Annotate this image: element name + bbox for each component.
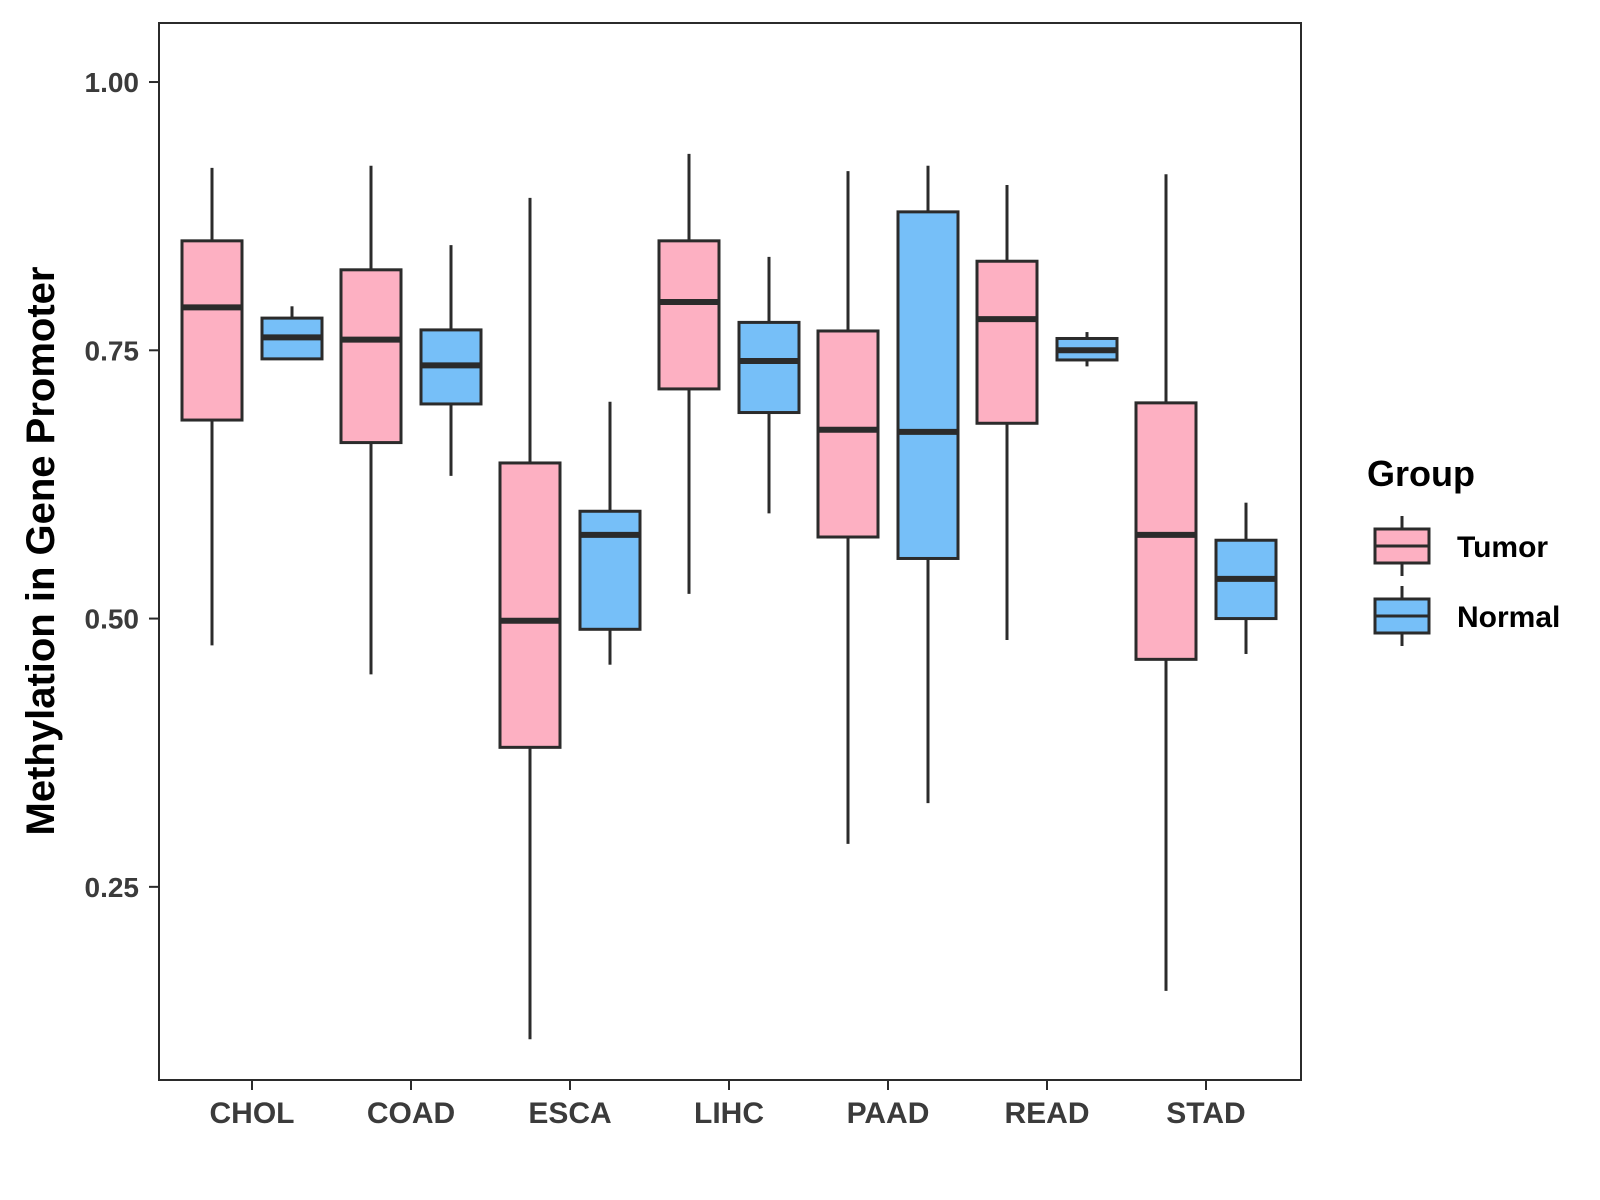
x-tick-label: PAAD (847, 1097, 930, 1130)
box-normal-coad (419, 245, 483, 476)
box-tumor-lihc (657, 153, 721, 594)
y-axis-title: Methylation in Gene Promoter (19, 267, 63, 836)
box-normal-paad (896, 165, 960, 804)
y-axis: 0.25 0.50 0.75 1.00 (85, 67, 159, 903)
box-tumor-esca (498, 197, 562, 1040)
legend: Group Tumor Normal (1367, 453, 1560, 646)
series-normal (260, 165, 1278, 804)
plot-panel (158, 22, 1302, 1081)
legend-title: Group (1367, 453, 1475, 494)
box-iqr (737, 320, 801, 415)
legend-item-tumor: Tumor (1373, 516, 1548, 576)
box-normal-lihc (737, 256, 801, 514)
x-tick-label: COAD (367, 1097, 455, 1130)
box-normal-read (1055, 332, 1119, 367)
box-normal-chol (260, 306, 324, 361)
box-iqr (657, 239, 721, 391)
box-iqr (339, 268, 403, 445)
box-iqr (498, 461, 562, 749)
box-tumor-coad (339, 165, 403, 675)
x-tick-label: READ (1004, 1097, 1089, 1130)
box-tumor-paad (816, 171, 880, 844)
x-axis: CHOL COAD ESCA LIHC PAAD READ STAD (210, 1080, 1246, 1130)
box-normal-stad (1214, 502, 1278, 654)
box-normal-esca (578, 401, 642, 665)
box-iqr (180, 239, 244, 422)
legend-item-normal: Normal (1373, 586, 1560, 646)
x-tick-label: ESCA (528, 1097, 611, 1130)
box-series (180, 153, 1278, 1040)
box-iqr (896, 210, 960, 560)
y-tick-label: 1.00 (85, 67, 140, 98)
x-tick-label: LIHC (694, 1097, 764, 1130)
box-tumor-read (975, 185, 1039, 641)
x-tick-label: STAD (1166, 1097, 1245, 1130)
x-tick-label: CHOL (210, 1097, 295, 1130)
box-iqr (578, 509, 642, 631)
y-tick-label: 0.25 (85, 872, 140, 903)
y-tick-label: 0.50 (85, 604, 140, 635)
legend-items: Tumor Normal (1373, 516, 1560, 646)
box-tumor-chol (180, 167, 244, 646)
legend-label-tumor: Tumor (1457, 531, 1548, 564)
box-iqr (1134, 401, 1198, 661)
series-tumor (180, 153, 1198, 1040)
legend-label-normal: Normal (1457, 601, 1560, 634)
box-tumor-stad (1134, 174, 1198, 991)
box-iqr (816, 329, 880, 539)
y-tick-label: 0.75 (85, 335, 140, 366)
box-iqr (975, 259, 1039, 425)
